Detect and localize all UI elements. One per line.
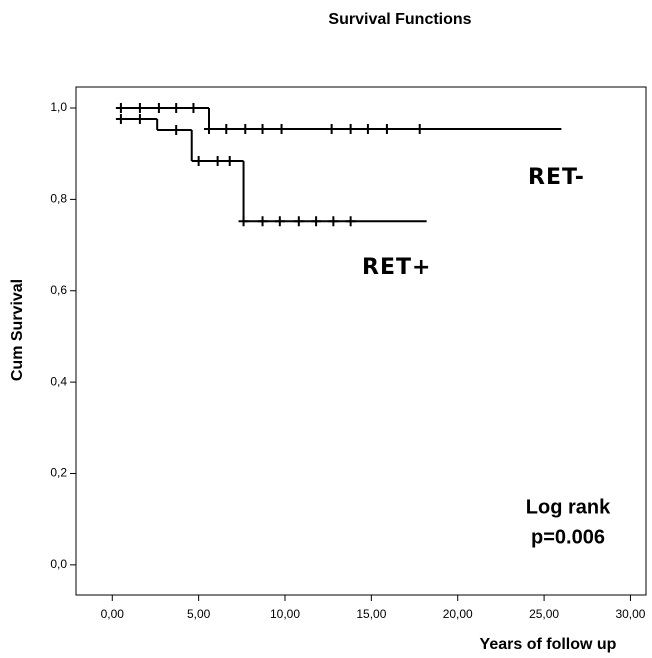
y-tick-label: 0,2 bbox=[50, 466, 67, 480]
y-tick-label: 0,4 bbox=[50, 374, 67, 388]
censor-mark bbox=[345, 216, 356, 227]
x-tick-label: 15,00 bbox=[356, 607, 386, 621]
censor-mark bbox=[414, 124, 425, 135]
censor-mark bbox=[274, 216, 285, 227]
censor-mark bbox=[311, 216, 322, 227]
x-tick-label: 20,00 bbox=[443, 607, 473, 621]
censor-mark bbox=[115, 103, 126, 114]
x-tick-label: 10,00 bbox=[270, 607, 300, 621]
censor-mark bbox=[193, 156, 204, 167]
censor-mark bbox=[204, 124, 214, 135]
censor-mark bbox=[326, 124, 337, 135]
y-tick-label: 1,0 bbox=[50, 100, 67, 114]
censor-mark bbox=[257, 124, 268, 135]
series-label: RET- bbox=[528, 165, 585, 190]
censor-mark bbox=[221, 124, 232, 135]
x-tick-label: 25,00 bbox=[529, 607, 559, 621]
censor-mark bbox=[134, 103, 145, 114]
plot-frame bbox=[75, 86, 647, 596]
censor-mark bbox=[345, 124, 356, 135]
censor-mark bbox=[238, 216, 249, 227]
censor-mark bbox=[276, 124, 287, 135]
censor-mark bbox=[328, 216, 339, 227]
x-tick-label: 0,00 bbox=[101, 607, 125, 621]
censor-mark bbox=[240, 124, 251, 135]
annotation: p=0.006 bbox=[531, 526, 605, 548]
annotation: Log rank bbox=[526, 496, 611, 518]
censor-mark bbox=[257, 216, 268, 227]
y-axis-label: Cum Survival bbox=[9, 279, 26, 381]
y-tick-label: 0,6 bbox=[50, 283, 67, 297]
censor-mark bbox=[115, 113, 126, 124]
censor-mark bbox=[171, 103, 182, 114]
y-tick-label: 0,0 bbox=[50, 557, 67, 571]
censor-mark bbox=[362, 124, 373, 135]
y-tick-label: 0,8 bbox=[50, 192, 67, 206]
censor-mark bbox=[188, 103, 199, 114]
x-axis-label: Years of follow up bbox=[480, 636, 617, 653]
censor-mark bbox=[224, 156, 235, 167]
x-tick-label: 30,00 bbox=[615, 607, 645, 621]
censor-mark bbox=[134, 113, 145, 124]
chart-title: Survival Functions bbox=[328, 11, 471, 28]
censor-mark bbox=[212, 156, 223, 167]
censor-mark bbox=[381, 124, 392, 135]
series-label: RET+ bbox=[362, 255, 431, 280]
censor-mark bbox=[293, 216, 304, 227]
x-tick-label: 5,00 bbox=[187, 607, 211, 621]
censor-mark bbox=[153, 103, 164, 114]
censor-mark bbox=[171, 124, 182, 135]
